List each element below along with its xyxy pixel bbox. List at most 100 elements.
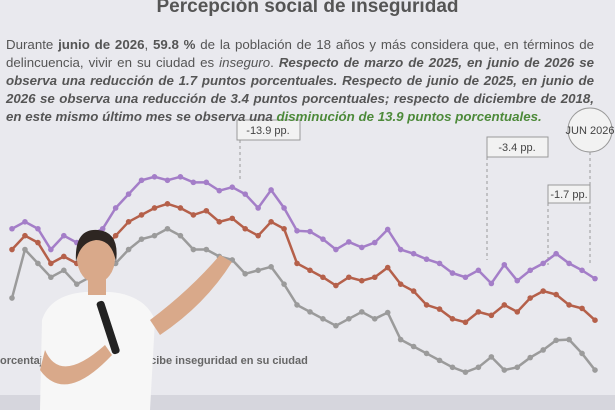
point	[423, 302, 430, 308]
point	[592, 317, 598, 323]
point	[346, 316, 352, 322]
point	[462, 319, 469, 326]
point	[151, 174, 158, 180]
point	[397, 246, 404, 253]
point	[384, 309, 391, 316]
point	[475, 364, 482, 371]
point	[592, 367, 598, 373]
point	[346, 239, 352, 245]
point	[125, 191, 132, 197]
point	[203, 179, 210, 186]
point	[566, 260, 572, 267]
point	[307, 309, 313, 315]
title: Percepción social de inseguridad	[156, 0, 459, 17]
point	[540, 288, 546, 294]
point	[397, 281, 404, 287]
point	[436, 306, 443, 312]
annotation: -3.4 pp.	[498, 142, 535, 154]
point	[359, 277, 365, 284]
point	[229, 215, 236, 222]
point	[177, 174, 184, 180]
text-run: ,	[144, 37, 153, 52]
point	[540, 260, 546, 267]
point	[475, 309, 482, 315]
point	[22, 246, 28, 253]
point	[242, 270, 248, 277]
person	[40, 229, 232, 410]
point	[61, 267, 67, 274]
point	[255, 205, 261, 211]
point	[151, 232, 158, 239]
arm	[150, 255, 232, 335]
axis-strip	[0, 395, 615, 410]
point	[229, 257, 236, 263]
point	[177, 232, 184, 239]
point	[61, 253, 67, 260]
annotation-box	[236, 119, 301, 141]
point	[216, 187, 223, 194]
point	[73, 281, 80, 287]
point	[553, 250, 559, 257]
point	[553, 337, 559, 344]
point	[371, 274, 378, 281]
point	[579, 305, 585, 312]
point	[592, 275, 598, 282]
point	[294, 302, 300, 308]
point	[371, 316, 378, 322]
point	[138, 236, 145, 242]
text-run: junio de 2026	[58, 37, 145, 52]
point	[255, 232, 261, 239]
point	[307, 228, 313, 235]
point	[333, 246, 339, 253]
point	[514, 277, 521, 284]
point	[423, 350, 430, 357]
point	[281, 225, 287, 232]
point	[371, 239, 378, 246]
point	[164, 201, 171, 207]
point	[48, 260, 54, 267]
point	[527, 267, 534, 274]
point	[229, 184, 236, 190]
text-run: .	[270, 55, 279, 70]
point	[190, 246, 197, 253]
series-line	[11, 175, 596, 286]
point	[449, 316, 456, 322]
point	[203, 246, 210, 253]
point	[190, 212, 197, 218]
point	[333, 282, 339, 289]
point	[333, 322, 339, 329]
caption: percibe inseguridad en su ciudad	[133, 355, 308, 367]
text-run: 59.8 %	[153, 37, 196, 52]
point	[151, 205, 158, 211]
microphone	[96, 300, 120, 355]
point	[410, 343, 417, 350]
description: Durante junio de 2026, 59.8 % de la pobl…	[6, 36, 594, 126]
hair	[75, 229, 117, 262]
point	[294, 260, 300, 267]
point	[359, 244, 365, 251]
point	[384, 264, 391, 271]
point	[475, 267, 482, 274]
point	[99, 225, 106, 232]
point	[268, 219, 274, 225]
point	[48, 274, 54, 281]
point	[449, 364, 456, 371]
point	[35, 260, 41, 267]
point	[320, 236, 326, 242]
point	[125, 246, 132, 253]
annotation: JUN 2026	[566, 125, 615, 137]
annotation: -13.9 pp.	[246, 125, 289, 137]
point	[112, 232, 119, 239]
point	[112, 205, 119, 211]
point	[579, 267, 585, 274]
point	[540, 347, 546, 353]
point	[488, 354, 495, 360]
point	[579, 350, 585, 357]
point	[501, 261, 508, 268]
point	[35, 225, 41, 232]
point	[527, 354, 534, 361]
point	[436, 357, 443, 364]
point	[22, 232, 28, 239]
point	[320, 316, 326, 322]
